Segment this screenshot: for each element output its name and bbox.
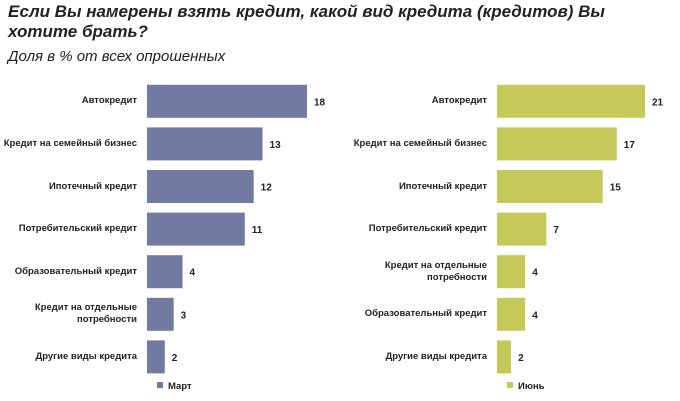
category-label-box: Автокредит bbox=[431, 95, 487, 107]
category-label-box: Кредит на отдельные потребности bbox=[384, 259, 487, 283]
bar bbox=[147, 84, 307, 118]
value-label: 18 bbox=[314, 97, 326, 108]
category-label: Ипотечный кредит bbox=[398, 180, 487, 192]
value-label: 17 bbox=[624, 140, 636, 151]
bar bbox=[497, 340, 512, 374]
category-label-box: Потребительский кредит bbox=[368, 223, 487, 235]
category-label-box: Другие виды кредита bbox=[35, 350, 137, 362]
bar bbox=[147, 212, 245, 246]
category-label: Кредит на семейный бизнес bbox=[353, 137, 487, 149]
bar bbox=[497, 297, 526, 331]
value-label: 13 bbox=[270, 140, 282, 151]
value-label: 2 bbox=[172, 353, 178, 364]
category-label-box: Кредит на отдельные потребности bbox=[34, 302, 137, 326]
category-label-box: Автокредит bbox=[81, 95, 137, 107]
legend-swatch bbox=[157, 382, 163, 388]
bar bbox=[497, 170, 603, 203]
category-label-box: Ипотечный кредит bbox=[48, 180, 137, 192]
category-label: Автокредит bbox=[81, 95, 137, 107]
legend-label: Июнь bbox=[518, 381, 545, 392]
value-label: 3 bbox=[181, 310, 187, 321]
category-label-box: Образовательный кредит bbox=[14, 265, 137, 277]
bar bbox=[147, 297, 174, 331]
category-label-box: Образовательный кредит bbox=[364, 308, 487, 320]
category-label: Автокредит bbox=[431, 95, 487, 107]
category-label: Ипотечный кредит bbox=[48, 180, 137, 192]
category-label: Образовательный кредит bbox=[364, 308, 487, 320]
category-label: Кредит на отдельные потребности bbox=[34, 302, 137, 326]
title: Если Вы намерены взять кредит, какой вид… bbox=[8, 2, 605, 41]
bar bbox=[147, 127, 263, 161]
bar bbox=[147, 340, 165, 374]
legend-label: Март bbox=[168, 381, 192, 392]
category-label: Образовательный кредит bbox=[14, 265, 137, 277]
bar bbox=[497, 84, 645, 118]
category-label-box: Другие виды кредита bbox=[385, 350, 487, 362]
category-label: Другие виды кредита bbox=[385, 350, 487, 362]
category-label-box: Потребительский кредит bbox=[18, 223, 137, 235]
bar bbox=[497, 212, 547, 246]
category-label: Кредит на отдельные потребности bbox=[384, 259, 487, 283]
value-label: 2 bbox=[518, 353, 524, 364]
category-label: Кредит на семейный бизнес bbox=[3, 137, 137, 149]
value-label: 11 bbox=[252, 225, 263, 236]
bar bbox=[147, 255, 183, 289]
value-label: 4 bbox=[532, 310, 538, 321]
value-label: 12 bbox=[261, 183, 273, 194]
subtitle: Доля в % от всех опрошенных bbox=[8, 48, 226, 65]
category-label: Потребительский кредит bbox=[368, 223, 487, 235]
bar bbox=[497, 255, 526, 289]
value-label: 4 bbox=[532, 268, 538, 279]
value-label: 7 bbox=[553, 225, 559, 236]
value-label: 21 bbox=[652, 97, 664, 108]
category-label-box: Кредит на семейный бизнес bbox=[353, 137, 487, 149]
category-label: Другие виды кредита bbox=[35, 350, 137, 362]
bar bbox=[497, 127, 617, 161]
category-label-box: Ипотечный кредит bbox=[398, 180, 487, 192]
value-label: 15 bbox=[610, 183, 622, 194]
value-label: 4 bbox=[190, 268, 196, 279]
category-label: Потребительский кредит bbox=[18, 223, 137, 235]
bar bbox=[147, 170, 254, 203]
category-label-box: Кредит на семейный бизнес bbox=[3, 137, 137, 149]
legend-swatch bbox=[507, 382, 513, 388]
